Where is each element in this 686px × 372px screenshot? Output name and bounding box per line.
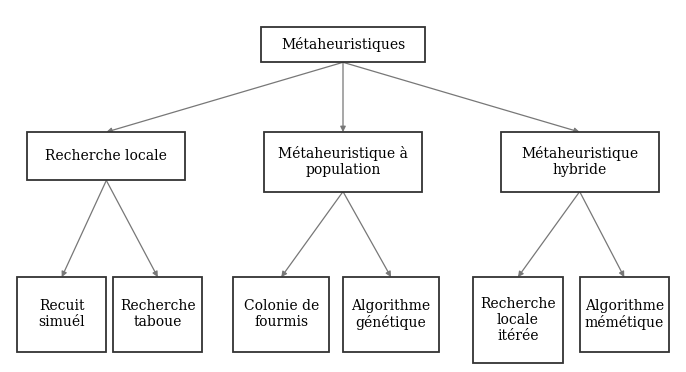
Text: Métaheuristique
hybride: Métaheuristique hybride	[521, 146, 638, 177]
FancyBboxPatch shape	[580, 277, 669, 352]
FancyBboxPatch shape	[17, 277, 106, 352]
Text: Colonie de
fourmis: Colonie de fourmis	[244, 299, 319, 330]
FancyBboxPatch shape	[113, 277, 202, 352]
FancyBboxPatch shape	[473, 277, 563, 363]
Text: Recuit
simuél: Recuit simuél	[38, 299, 85, 330]
Text: Algorithme
génétique: Algorithme génétique	[351, 299, 431, 330]
Text: Algorithme
mémétique: Algorithme mémétique	[584, 299, 664, 330]
FancyBboxPatch shape	[343, 277, 439, 352]
FancyBboxPatch shape	[261, 27, 425, 62]
Text: Métaheuristique à
population: Métaheuristique à population	[278, 146, 408, 177]
Text: Métaheuristiques: Métaheuristiques	[281, 37, 405, 52]
Text: Recherche
taboue: Recherche taboue	[120, 299, 196, 330]
Text: Recherche
locale
itérée: Recherche locale itérée	[480, 297, 556, 343]
FancyBboxPatch shape	[264, 132, 422, 192]
FancyBboxPatch shape	[27, 132, 185, 180]
FancyBboxPatch shape	[233, 277, 329, 352]
Text: Recherche locale: Recherche locale	[45, 149, 167, 163]
FancyBboxPatch shape	[501, 132, 659, 192]
